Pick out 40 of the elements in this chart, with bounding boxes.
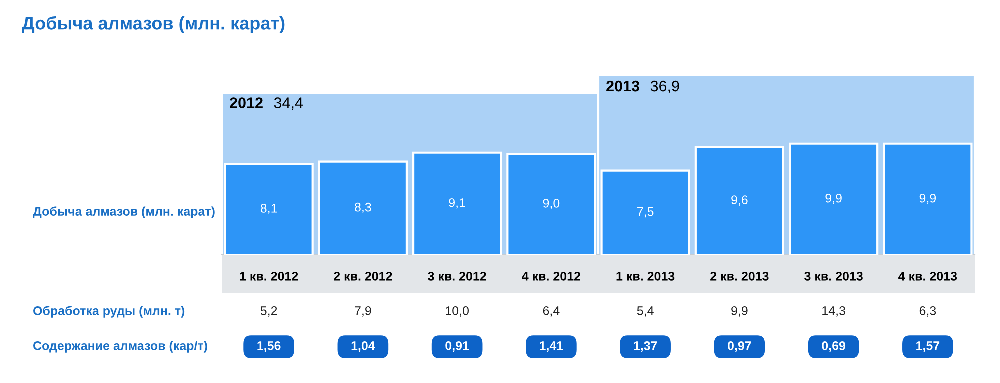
text: Содержание алмазов (кар/т) (34, 341, 208, 353)
data-label: 8,1 (260, 204, 278, 214)
data-label: 9,9 (732, 306, 748, 317)
data-label: 0,69 (822, 342, 846, 352)
x-tick-label: 3 кв. 2013 (804, 272, 863, 281)
x-tick-label: 3 кв. 2012 (428, 272, 486, 281)
x-tick-label: 2 кв. 2013 (710, 272, 769, 281)
data-label: 7,5 (638, 208, 654, 218)
data-label: 6,4 (543, 306, 560, 317)
data-label: 5,4 (637, 306, 654, 317)
data-label: 1,56 (258, 342, 281, 352)
x-tick-label: 2 кв. 2012 (334, 272, 392, 281)
data-label: 10,0 (446, 306, 469, 317)
x-tick-label: 4 кв. 2012 (522, 272, 580, 281)
data-label: 9,0 (543, 199, 560, 210)
data-label: 5,2 (260, 306, 278, 317)
text: 36,9 (650, 80, 680, 94)
text: Добыча алмазов (млн. карат) (33, 206, 215, 218)
data-label: 6,3 (920, 306, 936, 317)
band-label: 2012 (230, 98, 263, 108)
data-label: 8,3 (355, 202, 372, 214)
data-label: 1,57 (916, 342, 940, 352)
data-label: 0,91 (446, 342, 470, 352)
band-label: 2013 (606, 80, 640, 92)
data-label: 1,37 (634, 342, 658, 352)
x-tick-label: 1 кв. 2013 (616, 272, 675, 281)
data-label: 14,3 (822, 306, 846, 317)
data-label: 9,9 (920, 194, 936, 204)
text: Обработка руды (млн. т) (34, 306, 185, 318)
data-label: 9,9 (826, 194, 842, 204)
text: 34,4 (274, 98, 304, 110)
data-label: 9,1 (449, 198, 466, 209)
data-label: 7,9 (355, 306, 372, 317)
x-tick-label: 4 кв. 2013 (898, 272, 958, 281)
data-label: 1,41 (540, 342, 564, 352)
y-axis-title: Добыча алмазов (млн. карат) (22, 16, 285, 34)
data-label: 0,97 (728, 342, 752, 352)
data-label: 9,6 (732, 196, 748, 206)
data-label: 1,04 (352, 342, 376, 352)
x-tick-label: 1 кв. 2012 (240, 272, 298, 281)
